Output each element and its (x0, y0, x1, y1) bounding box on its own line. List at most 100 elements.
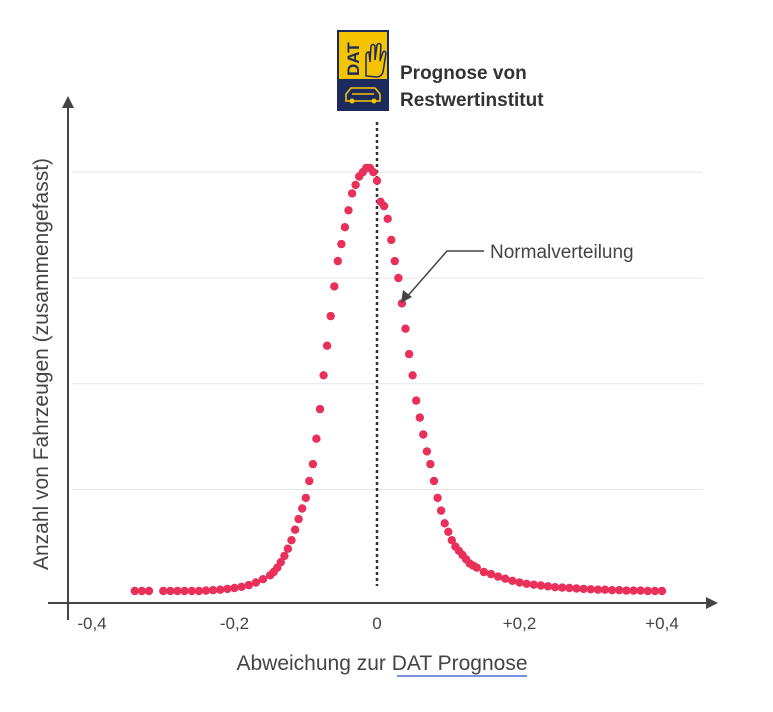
data-point (404, 349, 414, 359)
data-point (558, 583, 567, 592)
data-point (415, 413, 424, 422)
y-axis-label: Anzahl von Fahrzeugen (zusammengefasst) (30, 158, 53, 570)
data-point (493, 572, 503, 581)
data-point (230, 583, 239, 593)
data-point (308, 459, 318, 469)
car-wheel-right (371, 98, 377, 104)
data-point (319, 371, 328, 380)
data-point (387, 235, 396, 245)
data-point (408, 371, 417, 380)
x-tick-label: +0,4 (645, 614, 679, 633)
data-point (344, 206, 353, 215)
data-point (326, 311, 335, 321)
data-point (486, 569, 496, 579)
data-point (379, 201, 389, 211)
data-point (586, 585, 595, 594)
data-point (444, 527, 453, 536)
data-point (130, 586, 139, 596)
y-axis-arrow (62, 96, 74, 108)
data-point (351, 180, 360, 190)
data-point (593, 585, 603, 594)
x-axis-label-prefix: Abweichung zur (236, 652, 391, 675)
data-point (429, 476, 439, 486)
data-point (305, 476, 314, 486)
data-point (383, 214, 392, 223)
x-axis-label-link: DAT Prognose (392, 652, 528, 675)
data-point (479, 567, 489, 577)
data-point (223, 584, 232, 594)
data-point (340, 223, 350, 232)
data-point (301, 493, 310, 503)
annotation-arrow-head (401, 290, 412, 303)
brand-line-2: Restwertinstitut (400, 90, 544, 111)
data-point (412, 396, 421, 405)
x-axis-arrow (706, 597, 718, 609)
data-point (615, 586, 624, 595)
data-point (294, 514, 303, 524)
data-point (622, 586, 631, 595)
data-point (572, 584, 581, 593)
data-point (636, 586, 645, 595)
hand-icon (365, 42, 387, 78)
annotation-leader (404, 250, 484, 300)
data-point (283, 544, 293, 553)
data-point (159, 586, 168, 596)
data-point (629, 586, 638, 595)
data-point (643, 586, 652, 596)
data-point (337, 239, 346, 249)
data-point (166, 586, 175, 596)
data-point (322, 341, 332, 350)
data-point (447, 536, 456, 545)
x-tick-label: 0 (372, 614, 381, 633)
data-point (657, 586, 667, 596)
data-point (315, 404, 325, 414)
data-point (501, 574, 510, 583)
data-point (194, 586, 204, 596)
brand-line-1: Prognose von (400, 63, 527, 84)
data-point (280, 551, 289, 561)
x-tick-label: +0,2 (503, 614, 537, 633)
data-point (187, 586, 196, 596)
data-point (390, 256, 399, 266)
data-point (180, 586, 189, 596)
x-tick-label: -0,4 (77, 614, 106, 633)
data-point (433, 493, 442, 503)
car-icon (345, 87, 381, 102)
gridlines (72, 171, 703, 490)
annotation-label: Normalverteilung (490, 242, 634, 263)
data-point (312, 434, 321, 443)
x-tick-label: -0,2 (220, 614, 249, 633)
data-point (529, 580, 538, 589)
data-point (287, 536, 296, 545)
data-point (208, 586, 218, 595)
data-point (419, 430, 428, 439)
data-points (130, 163, 667, 596)
data-point (394, 273, 403, 283)
data-point (579, 584, 588, 594)
dat-logo: DAT (337, 30, 389, 111)
data-point (330, 282, 339, 291)
data-point (536, 581, 546, 590)
x-axis-label: Abweichung zur DAT Prognose (236, 652, 527, 675)
data-point (173, 586, 182, 596)
data-point (144, 586, 154, 596)
data-point (600, 585, 610, 594)
car-wheel-left (349, 98, 355, 104)
data-point (401, 324, 410, 333)
data-point (258, 575, 268, 584)
data-point (237, 582, 246, 591)
data-point (508, 576, 517, 585)
data-point (422, 447, 432, 456)
data-point (515, 578, 524, 587)
data-point (276, 558, 285, 567)
data-point (550, 583, 560, 592)
data-point (440, 519, 449, 528)
data-point (436, 506, 446, 515)
data-point (201, 586, 211, 595)
data-point (216, 585, 225, 594)
data-point (347, 189, 357, 198)
data-point (244, 580, 253, 590)
data-point (372, 176, 382, 185)
data-point (650, 586, 660, 596)
